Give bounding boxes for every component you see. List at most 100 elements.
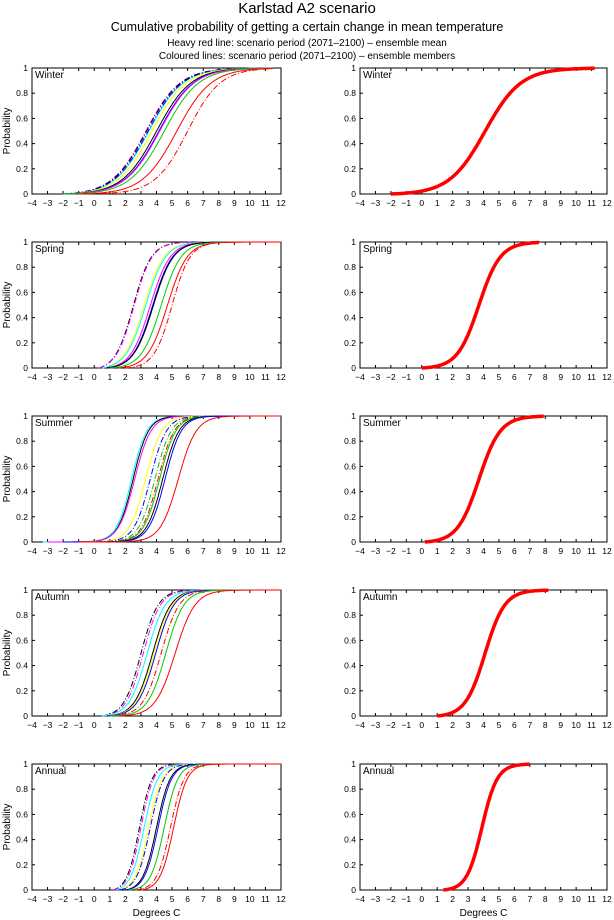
x-tick-label: 1 [435,720,440,730]
y-tick-label: 0 [23,885,28,895]
y-tick-label: 0 [351,537,356,547]
figure-subtitle: Cumulative probability of getting a cert… [110,20,504,34]
y-tick-label: 0.6 [16,809,28,819]
panel-label: Spring [363,244,392,255]
y-tick-label: 0.2 [16,860,28,870]
x-tick-label: 3 [466,720,471,730]
y-axis-label: Probability [2,282,13,329]
note-ensemble-members: Coloured lines: scenario period (2071–21… [158,51,456,62]
y-tick-label: 1 [23,237,28,247]
x-tick-label: −4 [355,372,365,382]
x-tick-label: 10 [571,372,581,382]
series-member-dash-magenta [112,763,281,891]
x-tick-label: 11 [261,546,270,556]
x-tick-label: −2 [386,720,396,730]
x-tick-label: −1 [74,720,84,730]
y-tick-label: 0.6 [344,635,356,645]
y-tick-label: 0.6 [16,461,28,471]
panel-summer-mean: −4 −3 −2 −1 0 1 2 3 4 5 6 7 8 9 10 11 1200.20.40.60.81Su… [344,411,612,556]
panel-spring-mean: −4 −3 −2 −1 0 1 2 3 4 5 6 7 8 9 10 11 1200.20.40.60.81Sp… [344,237,612,382]
x-tick-label: 8 [543,720,548,730]
x-tick-label: 10 [571,720,581,730]
y-tick-label: 0.4 [16,487,28,497]
x-tick-label: −4 [27,894,37,904]
x-tick-label: 0 [92,894,97,904]
x-tick-label: −1 [401,894,411,904]
x-tick-label: 4 [154,720,159,730]
x-tick-label: 9 [558,894,563,904]
y-tick-label: 0.8 [16,784,28,794]
x-tick-label: 11 [587,894,596,904]
x-tick-label: 10 [571,894,581,904]
x-tick-label: −3 [43,894,53,904]
x-tick-label: 7 [201,720,206,730]
x-tick-label: 1 [107,372,112,382]
x-tick-label: 2 [450,198,455,208]
x-tick-label: 7 [201,372,206,382]
x-tick-label: 11 [261,894,270,904]
panel-label: Annual [363,766,394,777]
x-tick-label: 8 [543,894,548,904]
y-tick-label: 0 [351,885,356,895]
x-tick-label: 9 [232,720,237,730]
x-tick-label: −1 [74,198,84,208]
x-tick-label: −2 [386,546,396,556]
x-tick-label: 3 [139,894,144,904]
y-tick-label: 0.2 [16,686,28,696]
x-tick-label: 12 [602,720,612,730]
x-tick-label: −1 [74,372,84,382]
x-tick-label: −4 [355,894,365,904]
x-tick-label: 5 [170,720,175,730]
x-tick-label: 0 [419,372,424,382]
x-tick-label: −4 [355,546,365,556]
x-tick-label: 11 [261,198,270,208]
x-tick-label: 7 [201,198,206,208]
x-tick-label: 3 [139,198,144,208]
panel-autumn-members: −4 −3 −2 −1 0 1 2 3 4 5 6 7 8 9 10 11 1200.20.40.60.81Au… [2,585,286,730]
series-member-red [117,241,281,369]
x-tick-label: 8 [543,546,548,556]
note-ensemble-mean: Heavy red line: scenario period (2071–21… [167,38,447,49]
x-tick-label: 4 [481,894,486,904]
x-tick-label: 11 [587,198,596,208]
x-tick-label: 6 [512,198,517,208]
y-tick-label: 0.2 [344,860,356,870]
x-tick-label: 5 [497,546,502,556]
x-tick-label: 1 [107,546,112,556]
x-tick-label: −1 [401,546,411,556]
x-tick-label: 1 [435,894,440,904]
x-tick-label: −3 [43,720,53,730]
y-tick-label: 1 [23,411,28,421]
x-tick-label: 3 [466,372,471,382]
x-tick-label: 2 [450,546,455,556]
x-tick-label: 0 [419,546,424,556]
x-tick-label: −1 [74,894,84,904]
x-tick-label: 0 [92,372,97,382]
x-tick-label: 12 [276,198,286,208]
x-tick-label: 3 [139,720,144,730]
x-tick-label: 5 [497,372,502,382]
x-tick-label: −1 [401,372,411,382]
x-tick-label: 4 [481,546,486,556]
x-tick-label: 10 [245,894,255,904]
x-tick-label: 12 [602,372,612,382]
x-tick-label: −1 [401,198,411,208]
y-tick-label: 0.8 [16,610,28,620]
x-tick-label: 8 [216,198,221,208]
x-tick-label: 12 [276,546,286,556]
x-tick-label: 8 [216,720,221,730]
x-tick-label: −2 [386,198,396,208]
y-tick-label: 0.6 [16,287,28,297]
x-axis-label: Degrees C [460,908,508,919]
x-tick-label: 5 [170,894,175,904]
x-tick-label: 5 [170,198,175,208]
y-tick-label: 0.2 [344,338,356,348]
x-tick-label: 2 [123,546,128,556]
x-tick-label: 9 [558,546,563,556]
x-tick-label: 2 [450,720,455,730]
x-tick-label: 8 [216,372,221,382]
x-tick-label: 11 [587,546,596,556]
y-tick-label: 0.2 [16,512,28,522]
x-tick-label: 1 [107,894,112,904]
x-tick-label: 2 [123,894,128,904]
